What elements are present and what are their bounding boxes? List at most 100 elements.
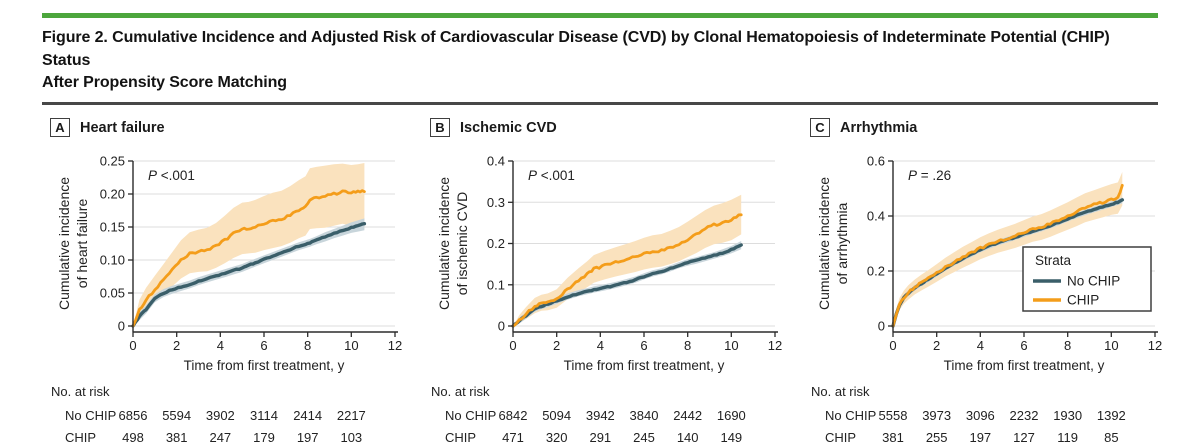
svg-text:4: 4 bbox=[597, 338, 604, 353]
svg-text:P <.001: P <.001 bbox=[148, 168, 195, 183]
svg-text:3096: 3096 bbox=[966, 408, 995, 423]
svg-text:179: 179 bbox=[253, 430, 275, 445]
svg-text:12: 12 bbox=[388, 338, 402, 353]
svg-text:P = .26: P = .26 bbox=[908, 168, 951, 183]
panel-c-title: Arrhythmia bbox=[840, 119, 918, 136]
svg-text:471: 471 bbox=[502, 430, 524, 445]
svg-text:247: 247 bbox=[209, 430, 231, 445]
axes: 0 0.2 0.4 0.6 0 2 4 6 8 10 12 bbox=[867, 153, 1162, 353]
panel-heart-failure: A Heart failure 0 0.05 0.10 0.15 0.20 0.25 0 2 4… bbox=[45, 118, 417, 448]
panel-arrhythmia: C Arrhythmia 0 0.2 0.4 0.6 0 2 4 6 8 10 12 Time fro… bbox=[805, 118, 1177, 448]
svg-text:0: 0 bbox=[118, 318, 125, 333]
svg-text:6842: 6842 bbox=[499, 408, 528, 423]
svg-text:0.6: 0.6 bbox=[867, 153, 885, 168]
svg-text:0: 0 bbox=[889, 338, 896, 353]
svg-text:0: 0 bbox=[878, 318, 885, 333]
no-chip-curve bbox=[511, 242, 743, 328]
figure-title-line1: Figure 2. Cumulative Incidence and Adjus… bbox=[42, 29, 1110, 69]
svg-text:0: 0 bbox=[129, 338, 136, 353]
svg-text:255: 255 bbox=[926, 430, 948, 445]
svg-text:6856: 6856 bbox=[119, 408, 148, 423]
chip-curve bbox=[511, 213, 743, 328]
svg-text:2: 2 bbox=[933, 338, 940, 353]
svg-text:10: 10 bbox=[724, 338, 738, 353]
svg-text:5558: 5558 bbox=[879, 408, 908, 423]
svg-text:CHIP: CHIP bbox=[1067, 292, 1099, 307]
panel-a-letter-badge: A bbox=[50, 118, 70, 138]
svg-text:Time from first treatment, y: Time from first treatment, y bbox=[564, 358, 725, 373]
no-chip-curve bbox=[131, 221, 367, 328]
svg-text:Cumulative incidence: Cumulative incidence bbox=[56, 176, 72, 309]
at-risk-table: No. at risk No CHIP 6856 5594 3902 3114 2414 22… bbox=[51, 384, 366, 445]
svg-text:No CHIP: No CHIP bbox=[65, 408, 116, 423]
svg-text:10: 10 bbox=[344, 338, 358, 353]
svg-text:3840: 3840 bbox=[630, 408, 659, 423]
axes: 0 0.05 0.10 0.15 0.20 0.25 0 2 4 6 8 10 12 bbox=[100, 153, 403, 353]
chip-curve bbox=[131, 188, 366, 328]
svg-text:149: 149 bbox=[720, 430, 742, 445]
svg-text:85: 85 bbox=[1104, 430, 1118, 445]
svg-text:0.15: 0.15 bbox=[100, 219, 125, 234]
svg-text:2217: 2217 bbox=[337, 408, 366, 423]
ischemic-cvd-chart: 0 0.1 0.2 0.3 0.4 0 2 4 6 8 10 12 Time from first tr… bbox=[431, 153, 782, 445]
svg-text:No CHIP: No CHIP bbox=[1067, 273, 1120, 288]
svg-text:8: 8 bbox=[684, 338, 691, 353]
svg-text:Cumulative incidence: Cumulative incidence bbox=[816, 176, 832, 309]
figure-accent-rule bbox=[42, 13, 1158, 18]
svg-text:Cumulative incidence: Cumulative incidence bbox=[436, 176, 452, 309]
svg-text:No CHIP: No CHIP bbox=[825, 408, 876, 423]
svg-text:0.20: 0.20 bbox=[100, 186, 125, 201]
svg-text:6: 6 bbox=[260, 338, 267, 353]
svg-text:8: 8 bbox=[304, 338, 311, 353]
svg-text:245: 245 bbox=[633, 430, 655, 445]
svg-text:No CHIP: No CHIP bbox=[445, 408, 496, 423]
axis-titles: Time from first treatment, y Cumulative i… bbox=[436, 176, 725, 372]
svg-text:0: 0 bbox=[498, 318, 505, 333]
axes: 0 0.1 0.2 0.3 0.4 0 2 4 6 8 10 12 bbox=[487, 153, 782, 353]
svg-text:119: 119 bbox=[1057, 430, 1078, 445]
svg-text:0.2: 0.2 bbox=[487, 236, 505, 251]
series-lines bbox=[131, 188, 367, 328]
panel-c-letter-badge: C bbox=[810, 118, 830, 138]
panel-b-letter-badge: B bbox=[430, 118, 450, 138]
svg-text:No. at risk: No. at risk bbox=[51, 384, 110, 399]
heart-failure-chart: 0 0.05 0.10 0.15 0.20 0.25 0 2 4 6 8 10 12 Time from … bbox=[51, 153, 403, 445]
svg-text:4: 4 bbox=[977, 338, 984, 353]
svg-text:3114: 3114 bbox=[250, 408, 278, 423]
svg-text:Time from first treatment, y: Time from first treatment, y bbox=[944, 358, 1105, 373]
svg-text:2: 2 bbox=[173, 338, 180, 353]
svg-text:0.10: 0.10 bbox=[100, 252, 125, 267]
svg-text:0.2: 0.2 bbox=[867, 263, 885, 278]
svg-text:381: 381 bbox=[166, 430, 188, 445]
panel-a-header: A Heart failure bbox=[50, 118, 417, 138]
svg-text:6: 6 bbox=[640, 338, 647, 353]
svg-text:4: 4 bbox=[217, 338, 224, 353]
legend: Strata No CHIP CHIP bbox=[1022, 245, 1152, 312]
at-risk-table: No. at risk No CHIP 5558 3973 3096 2232 1930 13… bbox=[811, 384, 1126, 445]
svg-text:of heart failure: of heart failure bbox=[74, 198, 90, 288]
svg-text:0.3: 0.3 bbox=[487, 194, 505, 209]
figure-divider-rule bbox=[42, 102, 1158, 105]
svg-text:of arrhythmia: of arrhythmia bbox=[834, 202, 850, 284]
p-value-label: P <.001 bbox=[148, 168, 195, 183]
svg-text:3902: 3902 bbox=[206, 408, 235, 423]
svg-text:0.1: 0.1 bbox=[487, 277, 505, 292]
svg-text:1392: 1392 bbox=[1097, 408, 1126, 423]
chip-confidence-band bbox=[133, 162, 365, 326]
panel-b-title: Ischemic CVD bbox=[460, 119, 557, 136]
svg-text:0: 0 bbox=[509, 338, 516, 353]
figure-title: Figure 2. Cumulative Incidence and Adjus… bbox=[42, 27, 1158, 95]
series-lines bbox=[891, 183, 1124, 328]
svg-text:3942: 3942 bbox=[586, 408, 615, 423]
svg-text:0.25: 0.25 bbox=[100, 153, 125, 168]
svg-text:8: 8 bbox=[1064, 338, 1071, 353]
svg-text:CHIP: CHIP bbox=[825, 430, 856, 445]
svg-text:103: 103 bbox=[340, 430, 362, 445]
svg-text:320: 320 bbox=[546, 430, 568, 445]
confidence-bands bbox=[893, 171, 1123, 326]
panel-a-title: Heart failure bbox=[80, 119, 165, 136]
panel-b-header: B Ischemic CVD bbox=[430, 118, 797, 138]
svg-text:6: 6 bbox=[1020, 338, 1027, 353]
svg-text:12: 12 bbox=[1148, 338, 1162, 353]
svg-text:P <.001: P <.001 bbox=[528, 168, 575, 183]
